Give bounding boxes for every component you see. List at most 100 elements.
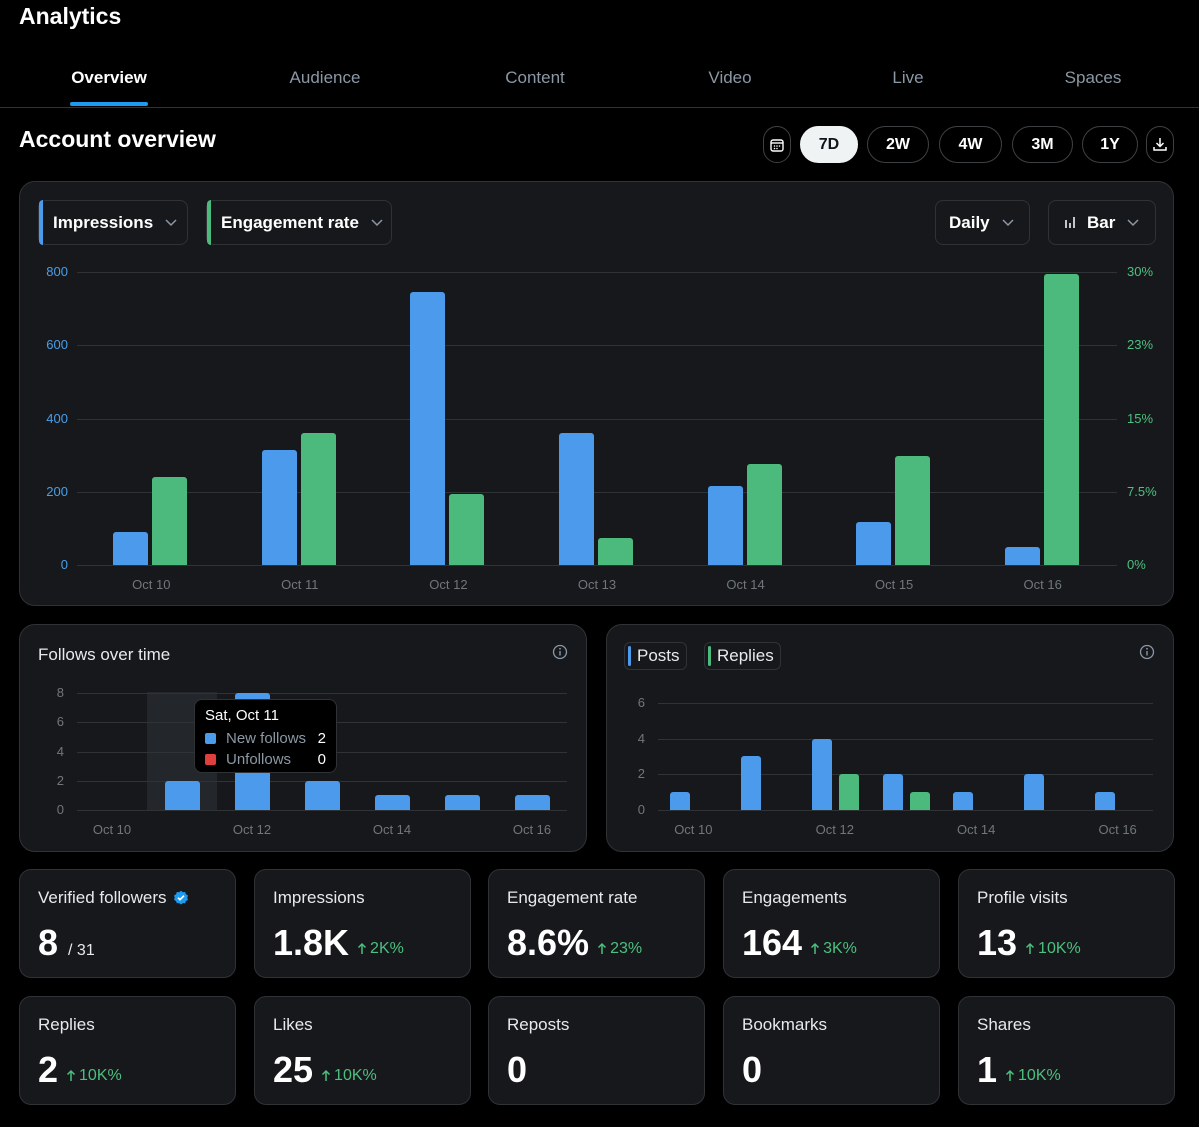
engagement-rate-bar <box>598 537 633 565</box>
y-axis-right-tick: 0% <box>1127 557 1146 572</box>
engagement-legend-marker <box>207 200 211 245</box>
range-7d-button[interactable]: 7D <box>800 126 858 163</box>
gridline <box>658 774 1153 776</box>
engagement-rate-bar <box>300 433 336 565</box>
impressions-bar <box>113 532 149 565</box>
arrow-up-icon <box>358 942 367 954</box>
follows-card-title: Follows over time <box>38 645 171 664</box>
metric-value: 1 10K% <box>977 1049 1061 1091</box>
metric-card: Profile visits 13 10K% <box>958 869 1175 978</box>
metric-label-text: Impressions <box>273 888 365 907</box>
chevron-down-icon <box>1127 218 1139 226</box>
metric-card: Impressions 1.8K 2K% <box>254 869 471 978</box>
x-axis-tick: Oct 16 <box>512 822 552 837</box>
verified-badge-icon <box>173 890 188 905</box>
tab-spaces[interactable]: Spaces <box>1064 68 1122 87</box>
metric-change: 3K% <box>810 940 857 958</box>
page-title: Analytics <box>19 3 122 29</box>
x-axis-tick: Oct 15 <box>874 577 914 592</box>
info-icon[interactable] <box>552 644 568 660</box>
metric-change-text: 10K% <box>79 1066 122 1084</box>
arrow-up-icon <box>1026 942 1035 954</box>
range-3m-button[interactable]: 3M <box>1012 126 1073 163</box>
range-2w-button[interactable]: 2W <box>867 126 929 163</box>
download-icon <box>1153 138 1167 151</box>
gridline <box>77 491 1117 493</box>
gridline <box>77 345 1117 347</box>
gridline <box>77 272 1117 273</box>
gridline <box>77 418 1117 420</box>
gridline <box>77 810 567 811</box>
metric-label: Verified followers <box>38 888 189 908</box>
metric-change: 10K% <box>66 1067 122 1085</box>
y-axis-tick: 4 <box>56 743 64 759</box>
metric-value-text: 8 <box>38 922 59 963</box>
y-axis-tick: 2 <box>56 772 64 788</box>
new-follows-bar <box>445 795 480 810</box>
new-follows-bar <box>165 780 200 810</box>
metric-card: Bookmarks 0 <box>723 996 940 1105</box>
engagement-rate-dropdown[interactable]: Engagement rate <box>206 200 392 245</box>
impressions-bar <box>559 433 594 565</box>
metric-value-text: 0 <box>742 1049 763 1090</box>
y-axis-right-tick: 15% <box>1127 410 1154 426</box>
gridline <box>658 738 1153 740</box>
metric-label-text: Profile visits <box>977 888 1068 907</box>
x-axis-tick: Oct 16 <box>1023 577 1062 592</box>
metric-label-text: Verified followers <box>38 888 167 907</box>
impressions-bar <box>1004 546 1040 565</box>
metric-label: Shares <box>977 1015 1031 1035</box>
y-axis-tick: 0 <box>637 802 645 817</box>
y-axis-left-tick: 0 <box>60 557 68 572</box>
x-axis-tick: Oct 10 <box>92 822 132 837</box>
engagement-rate-bar <box>152 477 188 565</box>
calendar-button[interactable] <box>763 126 791 163</box>
chart-type-label: Bar <box>1087 212 1116 232</box>
interval-dropdown[interactable]: Daily <box>935 200 1030 245</box>
tooltip-new-follows-value: 2 <box>317 730 326 747</box>
legend-replies[interactable]: Replies <box>704 642 781 670</box>
tooltip-unfollows-row: Unfollows <box>205 751 291 768</box>
engagement-dropdown-label: Engagement rate <box>221 212 359 232</box>
metric-change-text: 10K% <box>1038 939 1081 957</box>
impressions-dropdown[interactable]: Impressions <box>38 200 188 245</box>
metric-value: 0 <box>507 1049 527 1091</box>
posts-legend-marker <box>628 646 631 666</box>
tab-live[interactable]: Live <box>892 68 924 87</box>
metric-value: 8 / 31 <box>38 922 95 964</box>
x-axis-tick: Oct 14 <box>726 577 765 592</box>
legend-replies-label: Replies <box>717 646 774 665</box>
tab-content[interactable]: Content <box>505 68 565 87</box>
arrow-up-icon <box>598 942 607 954</box>
download-button[interactable] <box>1146 126 1174 163</box>
tab-video[interactable]: Video <box>708 68 752 87</box>
tab-overview[interactable]: Overview <box>71 68 147 87</box>
metric-card: Engagement rate 8.6% 23% <box>488 869 705 978</box>
impressions-bar <box>410 292 446 565</box>
chart-type-dropdown[interactable]: Bar <box>1048 200 1156 245</box>
impressions-dropdown-label: Impressions <box>53 212 154 232</box>
new-follows-bar <box>375 795 410 810</box>
metric-value: 164 3K% <box>742 922 857 964</box>
legend-posts[interactable]: Posts <box>624 642 687 670</box>
metric-value: 1.8K 2K% <box>273 922 404 964</box>
section-title: Account overview <box>19 126 216 152</box>
legend-posts-label: Posts <box>637 646 680 665</box>
range-4w-button[interactable]: 4W <box>939 126 1002 163</box>
tooltip-date: Sat, Oct 11 <box>205 707 279 724</box>
range-1y-button[interactable]: 1Y <box>1082 126 1138 163</box>
info-icon[interactable] <box>1139 644 1155 660</box>
x-axis-tick: Oct 14 <box>957 822 996 837</box>
metric-label: Bookmarks <box>742 1015 827 1035</box>
tooltip-new-follows-row: New follows <box>205 730 306 747</box>
metric-change-text: 3K% <box>823 939 857 957</box>
metric-value-text: 0 <box>507 1049 528 1090</box>
chevron-down-icon <box>371 218 383 226</box>
calendar-icon <box>770 138 784 152</box>
tab-audience[interactable]: Audience <box>289 68 361 87</box>
x-axis-tick: Oct 10 <box>132 577 171 592</box>
engagement-rate-bar <box>746 464 782 565</box>
metric-card: Engagements 164 3K% <box>723 869 940 978</box>
metric-label: Replies <box>38 1015 95 1035</box>
x-axis-tick: Oct 12 <box>232 822 272 837</box>
